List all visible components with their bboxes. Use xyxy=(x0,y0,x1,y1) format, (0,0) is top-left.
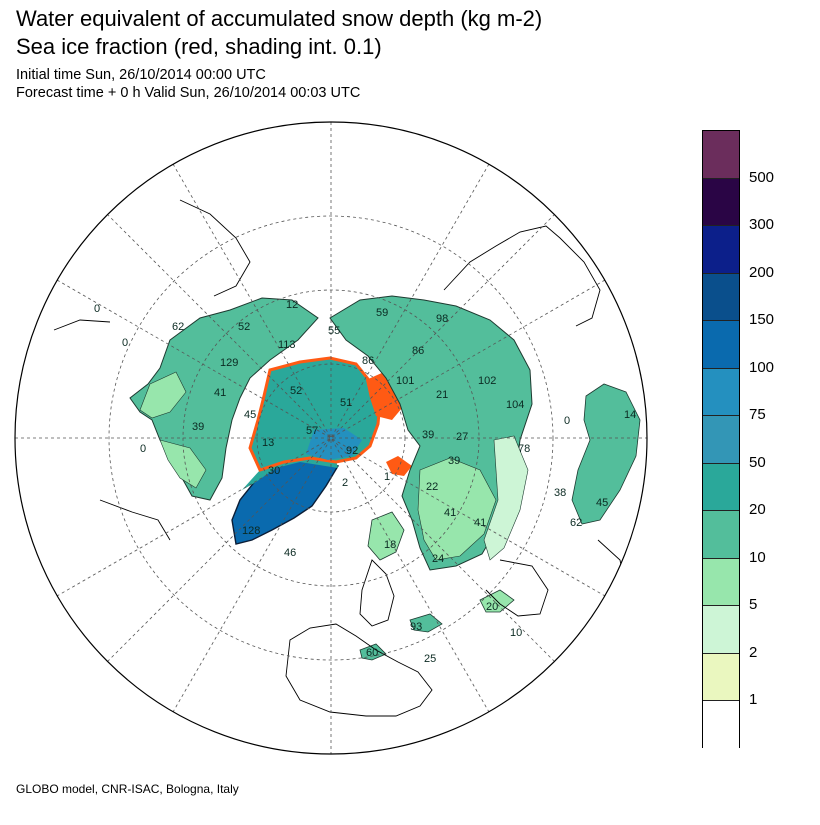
contour-label: 13 xyxy=(262,437,274,449)
snow-eurasia-fringe xyxy=(483,435,529,561)
colorbar-swatch xyxy=(703,273,739,321)
contour-label: 59 xyxy=(376,307,388,319)
colorbar-swatch xyxy=(703,416,739,464)
colorbar-label: 100 xyxy=(749,358,775,376)
contour-label: 102 xyxy=(478,375,496,387)
contour-label: 86 xyxy=(362,355,374,367)
contour-label: 46 xyxy=(284,547,296,559)
colorbar-label: 500 xyxy=(749,168,775,186)
snow-east-asia xyxy=(571,383,641,525)
contour-label: 18 xyxy=(384,539,396,551)
contour-label: 14 xyxy=(624,409,636,421)
title-line-2: Sea ice fraction (red, shading int. 0.1) xyxy=(16,34,382,59)
colorbar-swatch xyxy=(703,511,739,559)
contour-label: 22 xyxy=(426,481,438,493)
contour-label: 27 xyxy=(456,431,468,443)
colorbar-label: 1 xyxy=(749,691,758,708)
contour-label: 128 xyxy=(242,525,260,537)
contour-label: 113 xyxy=(278,339,296,351)
colorbar-label: 150 xyxy=(749,311,775,328)
contour-label: 55 xyxy=(328,325,340,337)
contour-label: 24 xyxy=(432,553,444,565)
snow-alps xyxy=(359,643,387,661)
sea-ice-edge-barents xyxy=(386,456,412,476)
snow-alaska xyxy=(159,439,207,489)
contour-label: 57 xyxy=(306,425,318,437)
sea-ice-deep xyxy=(306,428,362,460)
contour-label: 52 xyxy=(290,385,302,397)
contour-label: 93 xyxy=(410,621,422,633)
map-boundary xyxy=(14,121,648,755)
colorbar-label: 75 xyxy=(749,406,766,423)
colorbar-swatch xyxy=(703,558,739,606)
colorbar-label: 10 xyxy=(749,548,766,566)
contour-label: 60 xyxy=(366,647,378,659)
graticule xyxy=(15,122,647,754)
contour-label: 39 xyxy=(192,421,204,433)
contour-label: 45 xyxy=(244,409,256,421)
contour-label: 1 xyxy=(384,471,390,483)
contour-label: 30 xyxy=(268,465,280,477)
contour-label: 12 xyxy=(286,299,298,311)
contour-label: 129 xyxy=(220,357,238,369)
snow-eurasia-light xyxy=(417,457,497,561)
colorbar-swatch xyxy=(703,321,739,369)
colorbar-label: 50 xyxy=(749,453,766,471)
snow-caucasus xyxy=(409,613,443,633)
initial-time: Initial time Sun, 26/10/2014 00:00 UTC xyxy=(16,67,266,83)
contour-label: 92 xyxy=(346,445,358,457)
contour-label: 104 xyxy=(506,399,524,411)
contour-label: 0 xyxy=(122,337,128,349)
coastlines xyxy=(53,199,627,717)
contour-label: 41 xyxy=(214,387,226,399)
colorbar-label: 20 xyxy=(749,501,766,518)
contour-label: 41 xyxy=(474,517,486,529)
contour-label: 51 xyxy=(340,397,352,409)
colorbar-label: 2 xyxy=(749,643,758,661)
contour-label: 62 xyxy=(172,321,184,333)
title-line-1: Water equivalent of accumulated snow dep… xyxy=(16,6,543,31)
contour-label: 41 xyxy=(444,507,456,519)
colorbar-swatch xyxy=(703,131,739,179)
colorbar-swatch xyxy=(703,606,739,654)
contour-labels: 0 0 0 0 52 62 12 113 129 41 39 45 52 55 … xyxy=(94,299,636,665)
colorbar-label: 5 xyxy=(749,596,758,613)
contour-label: 10 xyxy=(510,627,522,639)
contour-label: 0 xyxy=(140,443,146,455)
colorbar-swatch xyxy=(703,463,739,511)
colorbar-swatch xyxy=(703,178,739,226)
credit-text: GLOBO model, CNR-ISAC, Bologna, Italy xyxy=(16,782,239,796)
colorbar-swatch xyxy=(703,226,739,274)
snow-north-america-light xyxy=(139,371,187,419)
contour-label: 25 xyxy=(424,653,436,665)
colorbar-label: 300 xyxy=(749,216,775,233)
colorbar-swatch xyxy=(703,701,739,749)
contour-label: 20 xyxy=(486,601,498,613)
contour-label: 0 xyxy=(94,303,100,315)
contour-label: 101 xyxy=(396,375,414,387)
contour-label: 2 xyxy=(342,477,348,489)
contour-label: 39 xyxy=(448,455,460,467)
contour-label: 52 xyxy=(238,321,250,333)
contour-label: 0 xyxy=(564,415,570,427)
colorbar xyxy=(702,130,740,749)
contour-label: 21 xyxy=(436,389,448,401)
contour-label: 62 xyxy=(570,517,582,529)
colorbar-label: 200 xyxy=(749,263,775,281)
contour-label: 98 xyxy=(436,313,448,325)
colorbar-swatch xyxy=(703,653,739,701)
colorbar-swatch xyxy=(703,368,739,416)
contour-label: 45 xyxy=(596,497,608,509)
contour-label: 78 xyxy=(518,443,530,455)
contour-label: 86 xyxy=(412,345,424,357)
snow-scandinavia xyxy=(367,511,405,561)
forecast-time: Forecast time + 0 h Valid Sun, 26/10/201… xyxy=(16,85,361,101)
contour-label: 38 xyxy=(554,487,566,499)
contour-label: 39 xyxy=(422,429,434,441)
